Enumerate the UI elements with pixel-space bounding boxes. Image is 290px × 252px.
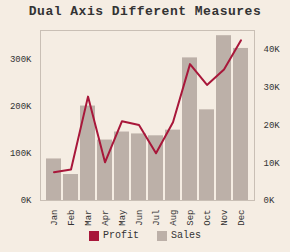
svg-text:200K: 200K (10, 102, 32, 112)
svg-text:Jul: Jul (152, 210, 162, 226)
html-text:Profit: Profit (103, 230, 139, 241)
svg-text:40K: 40K (264, 45, 281, 55)
svg-text:0K: 0K (21, 196, 32, 206)
html-text:Dual Axis Different Measures: Dual Axis Different Measures (28, 4, 262, 19)
svg-text:0K: 0K (264, 196, 275, 206)
svg-text:300K: 300K (10, 55, 32, 65)
svg-text:10K: 10K (264, 159, 281, 169)
svg-text:Aug: Aug (169, 210, 179, 226)
svg-text:Jan: Jan (50, 210, 60, 226)
svg-text:30K: 30K (264, 83, 281, 93)
svg-text:Dec: Dec (237, 210, 247, 226)
svg-text:Nov: Nov (220, 209, 230, 226)
html-text:Sales: Sales (171, 230, 201, 241)
svg-text:100K: 100K (10, 149, 32, 159)
svg-text:Mar: Mar (84, 210, 94, 226)
svg-text:Oct: Oct (203, 210, 213, 226)
svg-text:Jun: Jun (135, 210, 145, 226)
svg-text:May: May (118, 209, 128, 226)
svg-text:Sep: Sep (186, 210, 196, 226)
svg-text:Feb: Feb (67, 210, 77, 226)
svg-text:20K: 20K (264, 121, 281, 131)
svg-text:Apr: Apr (101, 210, 111, 226)
